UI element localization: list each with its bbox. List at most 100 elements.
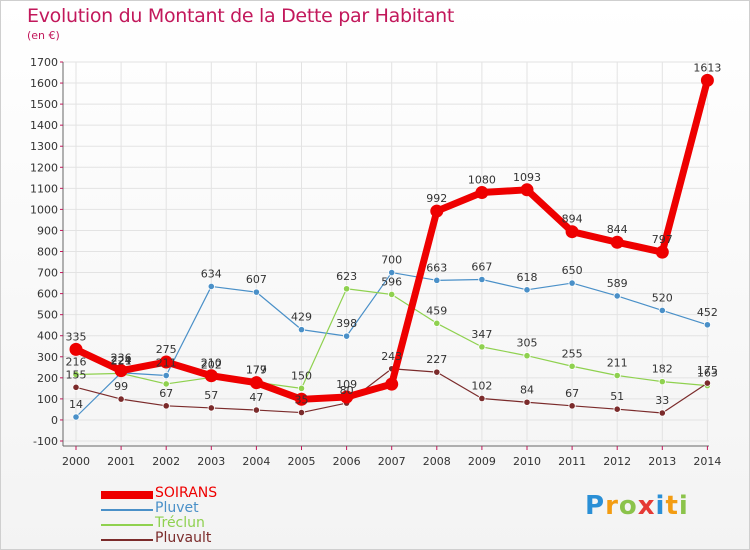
y-tick-label: 200: [37, 372, 58, 385]
x-tick-label: 2012: [603, 455, 631, 468]
data-point: [703, 321, 712, 329]
data-label: 844: [607, 223, 628, 236]
data-label: 102: [471, 379, 492, 392]
data-point: [340, 390, 354, 404]
data-label: 221: [111, 354, 132, 367]
data-point: [72, 383, 80, 391]
data-point: [703, 379, 712, 387]
data-label: 179: [246, 363, 267, 376]
legend-label: Tréclun: [155, 515, 205, 531]
data-point: [613, 405, 621, 413]
y-tick-label: -100: [33, 435, 58, 448]
data-point: [207, 282, 215, 291]
axes: -100 0 100 200 300 400 500 600 700 800 900 1000 1100…: [30, 56, 721, 468]
data-point: [478, 343, 486, 351]
data-label: 109: [336, 378, 357, 391]
data-label: 67: [565, 387, 579, 400]
data-label: 347: [471, 328, 492, 341]
data-point: [568, 279, 576, 287]
data-label: 163: [697, 367, 718, 380]
data-point: [568, 402, 576, 410]
data-point: [342, 332, 351, 340]
data-point: [568, 362, 576, 370]
data-point: [565, 225, 579, 239]
y-tick-label: 100: [37, 393, 58, 406]
data-label: 305: [517, 337, 538, 350]
x-tick-label: 2010: [513, 455, 541, 468]
chart-title: Evolution du Montant de la Dette par Hab…: [27, 5, 455, 27]
data-label: 650: [562, 264, 583, 277]
data-point: [162, 371, 170, 380]
legend-label: SOIRANS: [155, 485, 218, 501]
legend-swatch: [101, 539, 153, 541]
data-point: [433, 276, 441, 284]
y-tick-label: 1100: [30, 182, 58, 195]
y-tick-label: 900: [37, 224, 58, 237]
data-point: [475, 186, 489, 200]
data-point: [117, 395, 125, 403]
data-point: [388, 268, 396, 277]
data-labels: 14 224 211 634 607 429 398 700 663 667 618 650 589 52…: [66, 61, 722, 411]
data-label: 182: [652, 363, 673, 376]
data-point: [523, 398, 531, 406]
data-label: 243: [381, 350, 402, 363]
data-label: 67: [159, 387, 173, 400]
data-label: 35: [295, 394, 309, 407]
y-tick-label: 300: [37, 351, 58, 364]
logo-letter: P: [585, 491, 606, 521]
data-point: [700, 73, 714, 87]
x-tick-label: 2009: [468, 455, 496, 468]
data-label: 634: [201, 267, 222, 280]
grid: [63, 61, 709, 442]
data-label: 429: [291, 311, 312, 324]
logo-letter: r: [605, 491, 619, 521]
data-label: 623: [336, 270, 357, 283]
data-point: [297, 326, 306, 334]
y-tick-label: 1700: [30, 56, 58, 69]
y-tick-label: 1200: [30, 161, 58, 174]
data-label: 398: [336, 317, 357, 330]
data-label: 175: [697, 364, 718, 377]
data-label: 520: [652, 291, 673, 304]
data-point: [613, 371, 621, 380]
data-point: [430, 204, 444, 218]
data-label: 211: [607, 357, 628, 370]
legend-swatch: [101, 491, 153, 499]
data-point: [478, 394, 486, 403]
data-label: 236: [111, 352, 132, 365]
data-label: 99: [114, 380, 128, 393]
y-tick-label: 1000: [30, 203, 58, 216]
data-label: 224: [111, 354, 132, 367]
logo-letter: i: [678, 491, 689, 521]
x-tick-label: 2003: [197, 455, 225, 468]
data-label: 459: [426, 304, 447, 317]
data-label: 667: [471, 261, 492, 274]
data-point: [295, 392, 308, 406]
data-label: 211: [156, 357, 177, 370]
data-label: 1613: [693, 61, 721, 74]
data-point: [523, 286, 531, 294]
data-label: 84: [520, 383, 534, 396]
data-label: 663: [426, 261, 447, 274]
legend-label: Pluvet: [155, 500, 199, 516]
legend-swatch: [101, 524, 153, 526]
x-tick-label: 2014: [693, 455, 721, 468]
data-point: [433, 368, 441, 376]
y-tick-label: 1500: [30, 98, 58, 111]
data-point: [388, 290, 396, 299]
logo-letter: o: [618, 491, 638, 521]
y-tick-label: 500: [37, 309, 58, 322]
proxiti-logo: Proxiti: [585, 491, 689, 521]
data-label: 227: [426, 353, 447, 366]
logo-letter: x: [637, 491, 656, 521]
data-label: 210: [201, 357, 222, 370]
data-point: [478, 275, 486, 284]
data-label: 216: [66, 355, 87, 368]
data-point: [658, 306, 666, 315]
data-label: 150: [291, 369, 312, 382]
x-tick-label: 2011: [558, 455, 586, 468]
data-label: 589: [607, 277, 628, 290]
data-label: 47: [249, 391, 263, 404]
y-tick-label: 1300: [30, 140, 58, 153]
